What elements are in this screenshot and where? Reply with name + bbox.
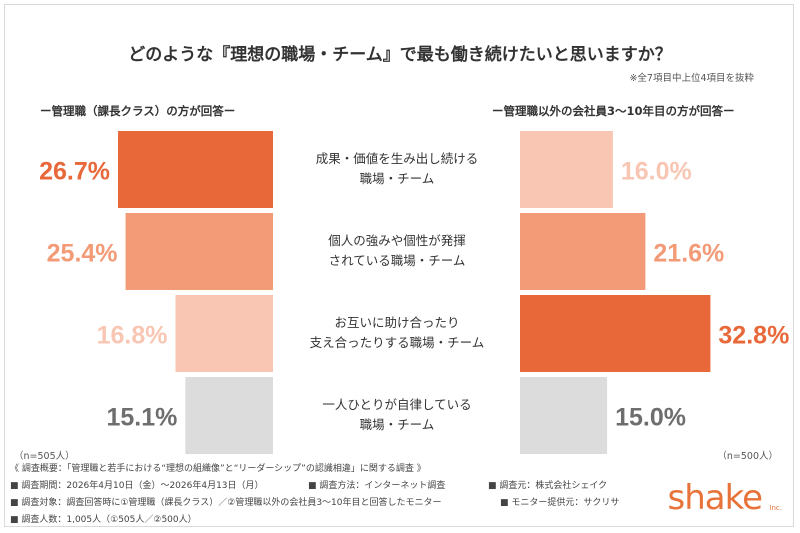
category-label-4-line-1: 一人ひとりが自律している <box>322 397 471 412</box>
survey-source: ■ 調査元：株式会社シェイク <box>488 481 608 491</box>
category-label-3-line-2: 支え合ったりする職場・チーム <box>310 335 485 350</box>
category-label-4-line-2: 職場・チーム <box>360 417 435 432</box>
company-logo: shake <box>667 478 763 518</box>
survey-period: ■ 調査期間：2026年4月10日（金）〜2026年4月13日（月） <box>10 481 264 491</box>
left-panel-label: ー管理職（課長クラス）の方が回答ー <box>40 104 236 118</box>
category-label-3-line-1: お互いに助け合ったり <box>334 315 459 330</box>
company-logo-sub: Inc. <box>769 504 782 512</box>
survey-provider: ■ モニター提供元：サクリサ <box>500 498 620 508</box>
right-bar-1 <box>520 131 613 208</box>
right-bar-4 <box>520 377 608 454</box>
left-bar-4 <box>185 377 273 454</box>
left-value-label-4: 15.1% <box>106 404 177 432</box>
left-value-label-1: 26.7% <box>39 158 110 186</box>
category-label-1-line-2: 職場・チーム <box>360 171 435 186</box>
left-bar-1 <box>118 131 273 208</box>
right-panel-label: ー管理職以外の会社員3〜10年目の方が回答ー <box>492 104 735 118</box>
right-value-label-4: 15.0% <box>615 404 686 432</box>
left-bar-2 <box>125 213 273 290</box>
survey-target: ■ 調査対象：調査回答時に①管理職（課長クラス）／②管理職以外の会社員3〜10年… <box>10 498 442 508</box>
chart-frame <box>4 4 794 527</box>
left-value-label-3: 16.8% <box>97 322 168 350</box>
chart-title: どのような『理想の職場・チーム』で最も働き続けたいと思いますか？ <box>128 45 672 65</box>
category-label-2-line-1: 個人の強みや個性が発揮 <box>328 233 466 248</box>
left-sample-size: （n=505人） <box>14 451 75 462</box>
right-bar-3 <box>520 295 711 372</box>
right-value-label-2: 21.6% <box>653 240 724 268</box>
left-bar-3 <box>175 295 273 372</box>
survey-overview: 《 調査概要：「管理職と若手における“理想の組織像”と“リーダーシップ”の認識相… <box>10 464 426 474</box>
right-bar-2 <box>520 213 646 290</box>
right-value-label-3: 32.8% <box>718 322 789 350</box>
survey-method: ■ 調査方法：インターネット調査 <box>308 481 446 491</box>
left-value-label-2: 25.4% <box>47 240 118 268</box>
right-value-label-1: 16.0% <box>621 158 692 186</box>
survey-count: ■ 調査人数：1,005人（①505人／②500人） <box>10 515 197 525</box>
category-label-1-line-1: 成果・価値を生み出し続ける <box>316 151 479 166</box>
chart-note: ※全7項目中上位4項目を抜粋 <box>629 73 754 84</box>
right-sample-size: （n=500人） <box>717 451 778 462</box>
category-label-2-line-2: されている職場・チーム <box>329 253 466 268</box>
